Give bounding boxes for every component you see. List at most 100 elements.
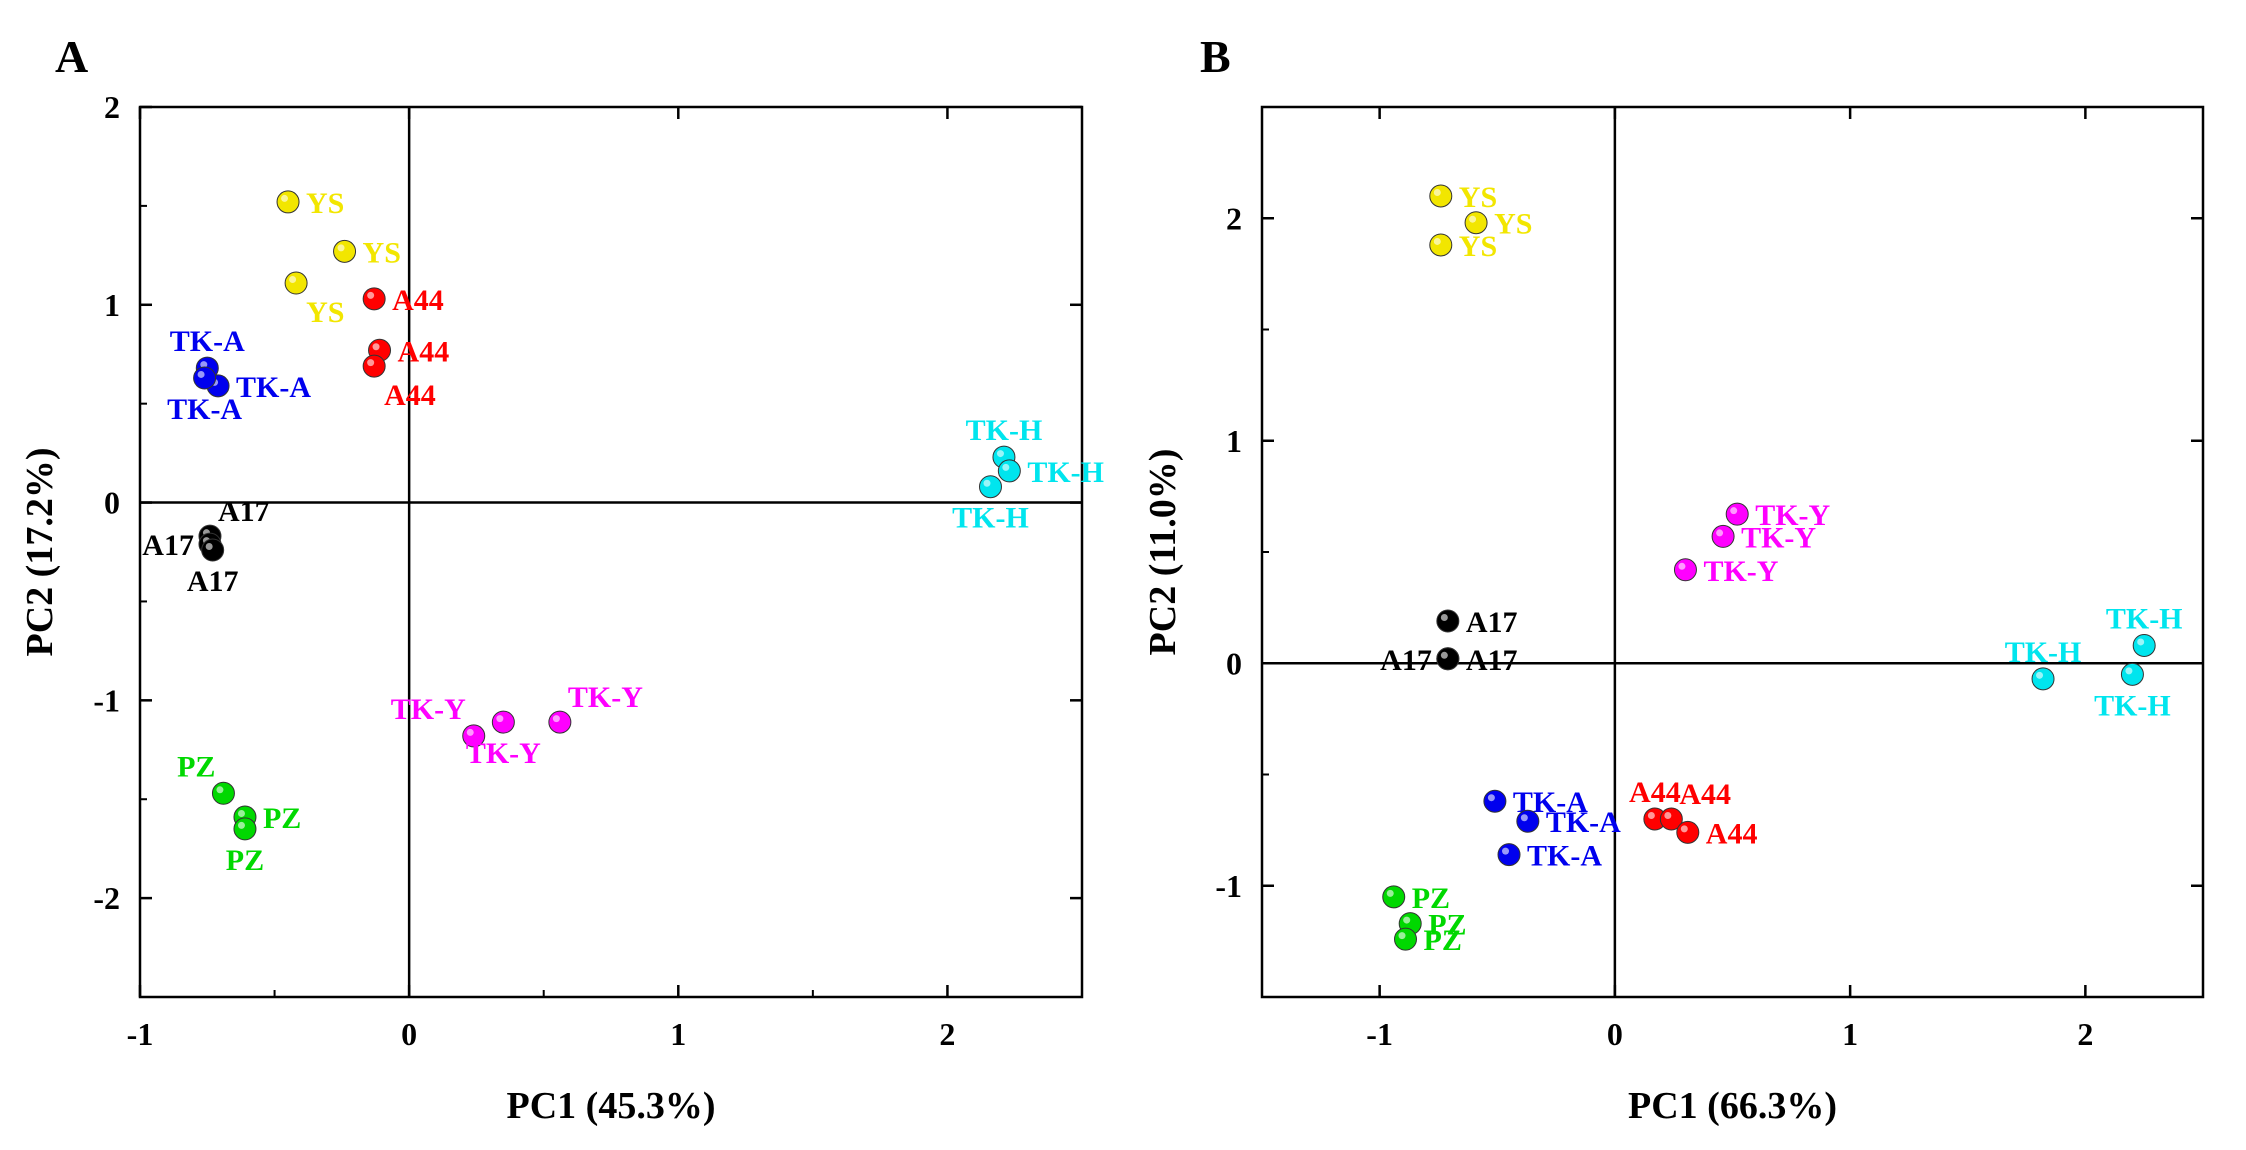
data-point [2120,662,2144,686]
plot-frame [1260,105,2205,999]
data-point-highlight [496,715,504,723]
data-label: TK-A [167,393,242,426]
x-tick-label: 1 [670,1016,686,1052]
data-label: TK-Y [466,737,541,770]
data-point [1382,885,1406,909]
data-label: YS [363,236,401,269]
chart-panel-a: -1 0 1 2 -2 -1 0 1 2 PC1 (45.3%) PC2 (17.2%) YS YS YS… [19,89,1104,1127]
data-point-highlight [996,450,1004,458]
y-axis-label: PC2 (11.0%) [1142,449,1184,656]
data-point-highlight [1002,463,1010,471]
data-label: YS [1459,230,1497,263]
data-label: TK-Y [1741,521,1816,554]
y-axis-label: PC2 (17.2%) [19,448,61,657]
data-point-highlight [1403,916,1411,924]
data-point-highlight [289,276,297,284]
data-point-highlight [237,810,245,818]
data-point [201,538,225,562]
data-point-highlight [200,361,208,369]
data-label: TK-A [1527,840,1602,873]
x-axis-label: PC1 (66.3%) [1628,1085,1837,1127]
data-point [1516,809,1540,833]
data-label: A44 [392,284,444,317]
data-point-highlight [1433,189,1441,196]
data-point-highlight [1440,613,1448,621]
y-tick-label: 0 [1226,645,1242,681]
data-label: A44 [1679,778,1731,811]
data-point-highlight [1730,507,1738,515]
data-label: A44 [384,379,436,412]
panel-label-b: B [1200,31,1231,82]
data-label: PZ [1424,924,1462,957]
y-tick-label: 2 [104,89,120,125]
data-label: A44 [1706,817,1758,850]
data-point [548,710,572,734]
data-point-highlight [1386,889,1394,897]
data-point-highlight [983,479,991,487]
data-point [491,710,515,734]
x-tick-label: 2 [939,1016,955,1052]
x-tick-label: -1 [127,1016,154,1052]
data-label: A17 [1380,644,1432,677]
data-point [1711,524,1735,548]
data-label: TK-H [952,502,1029,535]
data-label: PZ [226,844,264,877]
data-point-highlight [552,715,560,723]
data-point-highlight [197,370,205,378]
data-point-highlight [367,359,375,367]
data-label: TK-A [236,371,311,404]
data-label: YS [306,296,344,329]
data-point-highlight [205,543,213,551]
data-point-highlight [1678,562,1686,570]
data-point-highlight [1664,812,1672,819]
data-point-highlight [466,728,474,736]
data-point [2031,667,2055,691]
data-label: A44 [1629,776,1681,809]
data-point [362,287,386,311]
data-label: TK-Y [1703,555,1778,588]
panel-label-a: A [55,31,88,82]
data-label: A17 [1466,606,1518,639]
data-point-highlight [237,821,245,829]
data-label: PZ [1412,882,1450,915]
x-tick-label: 2 [2077,1016,2093,1052]
y-tick-label: -2 [93,880,120,916]
data-point-highlight [1440,651,1448,659]
y-tick-label: -1 [93,682,120,718]
data-label: TK-H [2106,602,2183,635]
data-point [1429,233,1453,257]
data-point [193,366,217,390]
plot-frame [138,105,1084,999]
data-point [1483,789,1507,813]
data-point-highlight [1487,794,1495,802]
data-point-highlight [372,343,380,351]
data-label: A44 [398,335,450,368]
data-point-highlight [216,786,224,794]
data-label: A17 [142,529,194,562]
data-label: TK-Y [568,681,643,714]
data-label: TK-A [170,325,245,358]
data-point-highlight [367,291,375,299]
y-tick-label: 0 [104,485,120,521]
data-label: YS [1459,181,1497,214]
data-label: PZ [177,750,215,783]
x-tick-label: 0 [1607,1016,1623,1052]
data-point-highlight [1520,814,1528,822]
data-point-highlight [1680,825,1688,833]
data-point [233,817,257,841]
data-point [1436,609,1460,633]
x-tick-label: -1 [1366,1016,1393,1052]
data-point [1673,558,1697,582]
data-label: YS [1494,208,1532,241]
data-point [1436,647,1460,671]
data-point-highlight [1647,812,1655,819]
data-point [284,271,308,295]
y-tick-label: 2 [1226,200,1242,236]
data-label: A17 [187,565,239,598]
data-label: TK-A [1546,806,1621,839]
data-point [276,190,300,214]
data-point-highlight [1716,529,1724,537]
data-point [2132,633,2156,657]
